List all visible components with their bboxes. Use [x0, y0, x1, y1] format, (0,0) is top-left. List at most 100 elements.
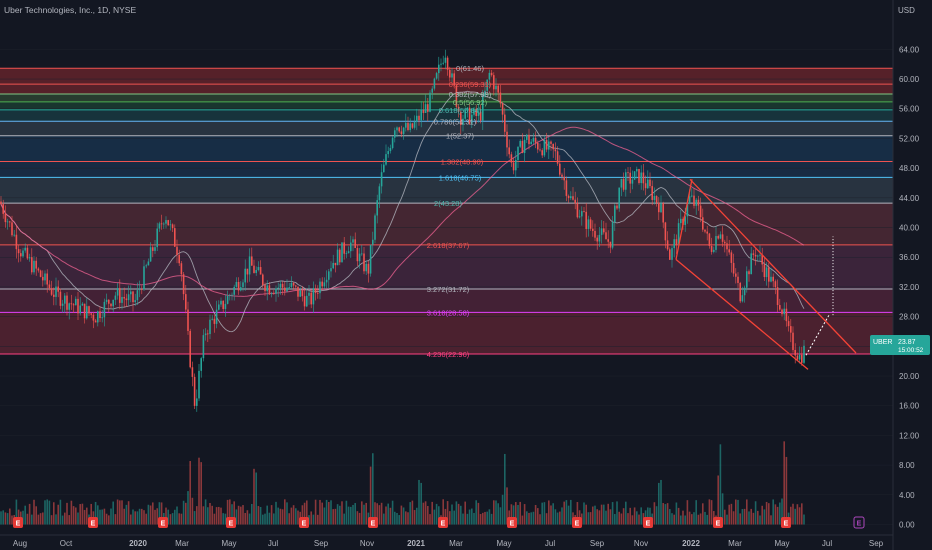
earnings-marker[interactable]: E — [368, 517, 378, 528]
volume-bar — [611, 502, 614, 525]
candle-body — [44, 273, 46, 281]
volume-bar — [123, 508, 125, 525]
candle-body — [323, 282, 326, 287]
upcoming-earnings-marker[interactable]: E — [853, 516, 865, 529]
candle-body — [752, 253, 755, 255]
volume-bar — [484, 511, 486, 525]
volume-bar — [592, 506, 594, 525]
earnings-marker[interactable]: E — [158, 517, 168, 528]
volume-bar — [26, 513, 29, 525]
volume-bar — [488, 509, 491, 525]
volume-bar — [640, 507, 642, 525]
y-tick-label: 56.00 — [899, 105, 920, 114]
candle-body — [460, 111, 462, 126]
earnings-marker[interactable]: E — [507, 517, 517, 528]
earnings-marker[interactable]: E — [299, 517, 309, 528]
price-badge[interactable]: UBER 23.87 15:00:52 — [870, 335, 930, 355]
volume-bar — [149, 505, 152, 525]
volume-bar — [526, 511, 528, 525]
candle-body — [198, 370, 200, 399]
volume-bar — [105, 513, 108, 525]
fib-retracement[interactable] — [0, 67, 893, 355]
volume-bar — [116, 499, 119, 525]
earnings-letter: E — [784, 521, 789, 528]
fib-band — [0, 203, 893, 245]
volume-bar — [134, 511, 136, 525]
candle-body — [796, 355, 799, 360]
candle-body — [609, 241, 612, 248]
earnings-marker[interactable]: E — [438, 517, 448, 528]
volume-bar — [136, 511, 139, 525]
volume-bar — [585, 504, 587, 525]
candle-body — [746, 271, 748, 288]
volume-bar — [422, 502, 425, 525]
volume-bar — [464, 501, 466, 525]
candle-body — [794, 349, 796, 356]
earnings-marker[interactable]: E — [781, 517, 791, 528]
candle-body — [697, 199, 700, 206]
candle-body — [332, 262, 334, 269]
volume-bar — [521, 515, 524, 525]
volume-bar — [226, 499, 229, 525]
candle-body — [695, 199, 697, 206]
candle-body — [537, 142, 539, 150]
earnings-marker[interactable]: E — [13, 517, 23, 528]
candle-body — [739, 282, 741, 302]
volume-bar — [55, 514, 57, 525]
candle-body — [356, 248, 359, 262]
fib-band — [0, 121, 893, 136]
candle-body — [438, 64, 440, 74]
candle-body — [182, 274, 185, 295]
volume-bar — [171, 513, 174, 525]
volume-bar — [240, 506, 242, 525]
candle-body — [499, 92, 502, 104]
volume-bar — [781, 498, 783, 525]
volume-bar — [717, 475, 719, 525]
fib-label: 1.618(46.75) — [439, 173, 482, 182]
candle-body — [418, 115, 420, 121]
volume-bar — [413, 510, 416, 525]
volume-bar — [57, 504, 59, 525]
candle-body — [363, 253, 365, 272]
volume-bar — [803, 514, 805, 525]
candle-body — [141, 289, 143, 290]
earnings-marker[interactable]: E — [713, 517, 723, 528]
volume-bar — [385, 506, 387, 525]
candle-body — [277, 287, 279, 289]
volume-bar — [391, 500, 394, 525]
earnings-marker[interactable]: E — [572, 517, 582, 528]
volume-bar — [218, 506, 220, 525]
candle-body — [735, 273, 737, 277]
candle-body — [422, 109, 425, 113]
earnings-marker[interactable]: E — [643, 517, 653, 528]
candle-body — [303, 296, 306, 307]
earnings-marker[interactable]: E — [88, 517, 98, 528]
candle-body — [169, 224, 172, 226]
volume-bar — [433, 509, 436, 525]
candle-body — [477, 111, 480, 116]
candle-body — [97, 311, 99, 323]
candle-body — [132, 291, 134, 303]
channel-lines[interactable] — [675, 178, 857, 370]
volume-bar — [603, 504, 605, 525]
volume-bar — [317, 514, 319, 525]
volume-bar — [451, 504, 453, 525]
moving-averages — [0, 90, 805, 333]
candle-body — [572, 196, 574, 200]
candle-body — [295, 285, 297, 287]
earnings-badge — [226, 517, 236, 528]
candle-body — [387, 151, 389, 155]
candle-body — [614, 205, 616, 223]
x-tick-label: Nov — [360, 539, 374, 548]
volume-bar — [693, 512, 695, 525]
candle-body — [427, 104, 429, 112]
earnings-marker[interactable]: E — [226, 517, 236, 528]
candle-body — [380, 172, 383, 187]
candle-body — [519, 140, 521, 147]
volume-bar — [279, 508, 282, 525]
x-tick-label: Sep — [869, 539, 884, 548]
candle-body — [402, 127, 405, 134]
volume-bar — [449, 511, 451, 525]
